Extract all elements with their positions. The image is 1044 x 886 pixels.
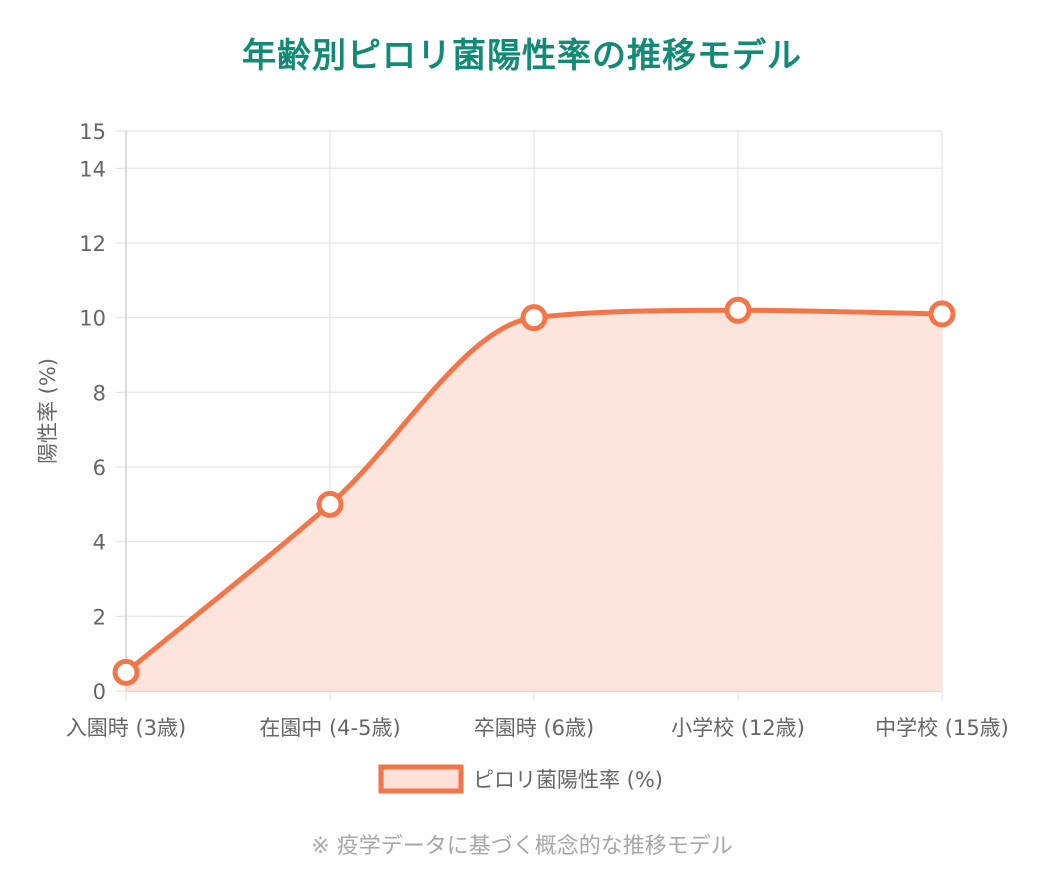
y-tick-label: 14: [79, 157, 106, 181]
series: [112, 296, 956, 691]
legend-swatch: [378, 764, 464, 794]
y-tick-label: 0: [93, 680, 106, 704]
chart-title: 年齢別ピロリ菌陽性率の推移モデル: [242, 36, 802, 76]
x-tick-label: 在園中 (4-5歳): [259, 716, 400, 740]
y-tick-label: 8: [93, 381, 106, 405]
data-point: [928, 300, 956, 328]
x-tick-label: 中学校 (15歳): [875, 716, 1009, 740]
y-tick-label: 10: [79, 307, 106, 331]
y-tick-label: 4: [93, 531, 106, 555]
axis-labels: 0 2 4 6 8 10 12 14 15 入園時 (3歳) 在園中 (4-5歳) 卒園時 (6歳) 小…: [36, 120, 1009, 740]
y-tick-label: 15: [79, 120, 106, 144]
legend: ピロリ菌陽性率 (%): [378, 764, 663, 794]
legend-label: ピロリ菌陽性率 (%): [473, 768, 663, 792]
x-tick-label: 入園時 (3歳): [66, 716, 186, 740]
series-area-fill: [126, 310, 942, 691]
data-point: [724, 296, 752, 324]
footnote: ※ 疫学データに基づく概念的な推移モデル: [311, 834, 733, 859]
x-tick-label: 卒園時 (6歳): [474, 716, 594, 740]
y-tick-label: 6: [93, 456, 106, 480]
y-tick-label: 2: [93, 605, 106, 629]
data-point: [316, 490, 344, 518]
data-point: [112, 658, 140, 686]
y-tick-label: 12: [79, 232, 106, 256]
x-tick-label: 小学校 (12歳): [671, 716, 805, 740]
y-axis-title: 陽性率 (%): [36, 358, 60, 464]
series-line: [123, 307, 945, 675]
data-point: [520, 304, 548, 332]
